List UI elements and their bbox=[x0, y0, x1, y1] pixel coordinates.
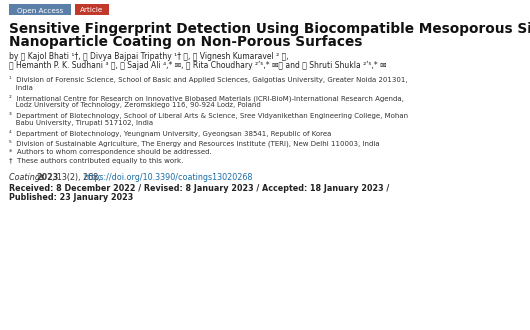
Text: Sensitive Fingerprint Detection Using Biocompatible Mesoporous Silica: Sensitive Fingerprint Detection Using Bi… bbox=[9, 22, 530, 36]
Text: †  These authors contributed equally to this work.: † These authors contributed equally to t… bbox=[9, 157, 183, 163]
Text: https://doi.org/10.3390/coatings13020268: https://doi.org/10.3390/coatings13020268 bbox=[83, 173, 252, 182]
Text: , 13(2), 268;: , 13(2), 268; bbox=[52, 173, 103, 182]
Text: Open Access: Open Access bbox=[17, 8, 63, 14]
Text: ⁴  Department of Biotechnology, Yeungnam University, Gyeongsan 38541, Republic o: ⁴ Department of Biotechnology, Yeungnam … bbox=[9, 130, 331, 137]
Text: Babu University, Tirupati 517102, India: Babu University, Tirupati 517102, India bbox=[9, 120, 153, 126]
Text: Nanoparticle Coating on Non-Porous Surfaces: Nanoparticle Coating on Non-Porous Surfa… bbox=[9, 35, 363, 49]
Text: ¹  Division of Forensic Science, School of Basic and Applied Sciences, Galgotias: ¹ Division of Forensic Science, School o… bbox=[9, 76, 408, 83]
Text: Article: Article bbox=[81, 8, 104, 14]
Text: Received: 8 December 2022 / Revised: 8 January 2023 / Accepted: 18 January 2023 : Received: 8 December 2022 / Revised: 8 J… bbox=[9, 184, 389, 193]
FancyBboxPatch shape bbox=[9, 4, 71, 15]
Text: ⁵  Division of Sustainable Agriculture, The Energy and Resources Institute (TERI: ⁵ Division of Sustainable Agriculture, T… bbox=[9, 140, 379, 147]
Text: ³  Department of Biotechnology, School of Liberal Arts & Science, Sree Vidyanike: ³ Department of Biotechnology, School of… bbox=[9, 112, 408, 119]
FancyBboxPatch shape bbox=[75, 4, 109, 15]
Text: Published: 23 January 2023: Published: 23 January 2023 bbox=[9, 193, 133, 202]
Text: by ⓐ Kajol Bhati ¹†, ⓐ Divya Bajpai Tripathy ¹† ⓘ, ⓘ Vignesh Kumaravel ² ⓘ,: by ⓐ Kajol Bhati ¹†, ⓐ Divya Bajpai Trip… bbox=[9, 52, 289, 61]
Text: ⓐ Hemanth P. K. Sudhani ³ ⓘ, ⓐ Sajad Ali ⁴,* ✉, ⓐ Rita Choudhary ²ʹ⁵,* ✉ⓘ and ⓐ : ⓐ Hemanth P. K. Sudhani ³ ⓘ, ⓐ Sajad Ali… bbox=[9, 61, 386, 70]
Text: Coatings: Coatings bbox=[9, 173, 47, 182]
Text: Lodz University of Technology, Zeromskiego 116, 90-924 Lodz, Poland: Lodz University of Technology, Zeromskie… bbox=[9, 103, 261, 109]
Text: India: India bbox=[9, 84, 33, 90]
Text: ²  International Centre for Research on Innovative Biobased Materials (ICRI-BioM: ² International Centre for Research on I… bbox=[9, 94, 404, 102]
Text: *  Authors to whom correspondence should be addressed.: * Authors to whom correspondence should … bbox=[9, 149, 212, 155]
Text: 2023: 2023 bbox=[36, 173, 58, 182]
